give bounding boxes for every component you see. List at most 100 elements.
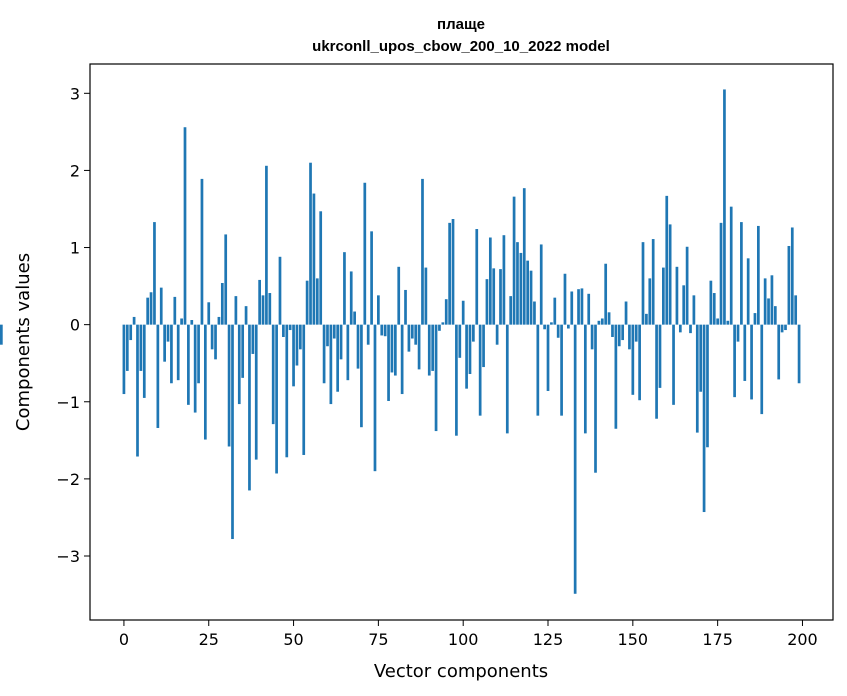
bar xyxy=(726,320,730,325)
bar xyxy=(753,313,757,325)
bar xyxy=(234,296,238,325)
bar xyxy=(519,252,523,325)
bar xyxy=(159,287,163,325)
bar xyxy=(326,324,329,347)
x-tick-label: 150 xyxy=(618,630,649,649)
bar xyxy=(760,324,764,415)
bar xyxy=(648,278,652,325)
bar xyxy=(522,188,526,325)
bar xyxy=(397,266,401,325)
plot-area-frame xyxy=(89,63,834,621)
bar xyxy=(329,324,333,405)
bar xyxy=(295,324,299,366)
bar xyxy=(634,324,638,342)
bar xyxy=(723,89,726,325)
bar xyxy=(529,270,533,325)
bar xyxy=(400,324,404,395)
bar xyxy=(383,324,387,337)
bar xyxy=(241,324,245,378)
bar xyxy=(278,256,282,325)
bar xyxy=(797,324,801,384)
bar xyxy=(502,235,506,325)
bar xyxy=(146,297,150,325)
bar xyxy=(550,322,553,325)
bar xyxy=(472,324,475,342)
x-tick-label: 175 xyxy=(702,630,733,649)
chart-subtitle: ukrconll_upos_cbow_200_10_2022 model xyxy=(312,38,610,55)
bar xyxy=(349,271,353,325)
bar xyxy=(356,324,360,369)
bar xyxy=(499,269,502,325)
bar xyxy=(590,324,594,350)
bar xyxy=(546,324,550,391)
bar xyxy=(187,324,190,405)
bar xyxy=(288,324,292,331)
bar xyxy=(478,324,482,416)
bar xyxy=(407,324,411,352)
bar xyxy=(370,231,373,325)
bar xyxy=(563,273,567,325)
bar xyxy=(750,324,753,400)
bar xyxy=(265,165,268,325)
bar xyxy=(129,324,133,341)
bar xyxy=(136,324,139,457)
bar xyxy=(685,246,689,325)
bar xyxy=(404,289,407,325)
bar xyxy=(719,222,723,325)
bar xyxy=(434,324,438,432)
bar xyxy=(244,306,248,325)
y-tick-label: 3 xyxy=(70,84,80,103)
bar xyxy=(777,324,781,380)
bar xyxy=(594,324,597,473)
bar xyxy=(604,263,608,325)
bar xyxy=(573,324,577,594)
bar xyxy=(587,293,591,325)
bar xyxy=(387,324,390,401)
bar xyxy=(173,296,177,325)
bar xyxy=(560,324,563,416)
bar xyxy=(458,324,462,358)
bar xyxy=(292,324,295,387)
bar xyxy=(180,318,183,325)
bar xyxy=(641,242,645,325)
bar xyxy=(421,178,424,325)
y-axis-label: Components values xyxy=(13,253,34,431)
bar xyxy=(438,324,441,331)
bar xyxy=(353,311,356,325)
bar xyxy=(237,324,241,405)
bar xyxy=(427,324,431,376)
bar xyxy=(431,324,435,371)
bar xyxy=(702,324,706,513)
bar xyxy=(672,324,675,405)
bar xyxy=(746,258,750,325)
bar xyxy=(268,293,272,325)
bar xyxy=(465,324,468,389)
bar xyxy=(512,196,516,325)
bar xyxy=(577,289,580,325)
bar xyxy=(638,324,641,401)
bar xyxy=(441,322,445,325)
bar xyxy=(390,324,394,373)
bar xyxy=(220,283,224,325)
bar xyxy=(312,193,316,325)
bar xyxy=(692,295,696,325)
bar xyxy=(736,324,740,342)
bar xyxy=(444,299,448,325)
bar xyxy=(665,195,669,325)
bar xyxy=(475,229,479,325)
bar xyxy=(309,162,312,325)
x-tick-label: 125 xyxy=(533,630,564,649)
bar xyxy=(729,206,733,325)
bar xyxy=(373,324,377,472)
bar xyxy=(285,324,289,458)
bar xyxy=(583,324,587,434)
chart-title: плаще xyxy=(437,16,485,33)
bar xyxy=(410,324,414,339)
bar xyxy=(553,297,557,325)
bar xyxy=(716,318,719,325)
bar xyxy=(645,313,648,325)
bar xyxy=(600,318,604,325)
bar xyxy=(556,324,560,338)
bar xyxy=(651,239,655,325)
bar xyxy=(248,324,251,491)
